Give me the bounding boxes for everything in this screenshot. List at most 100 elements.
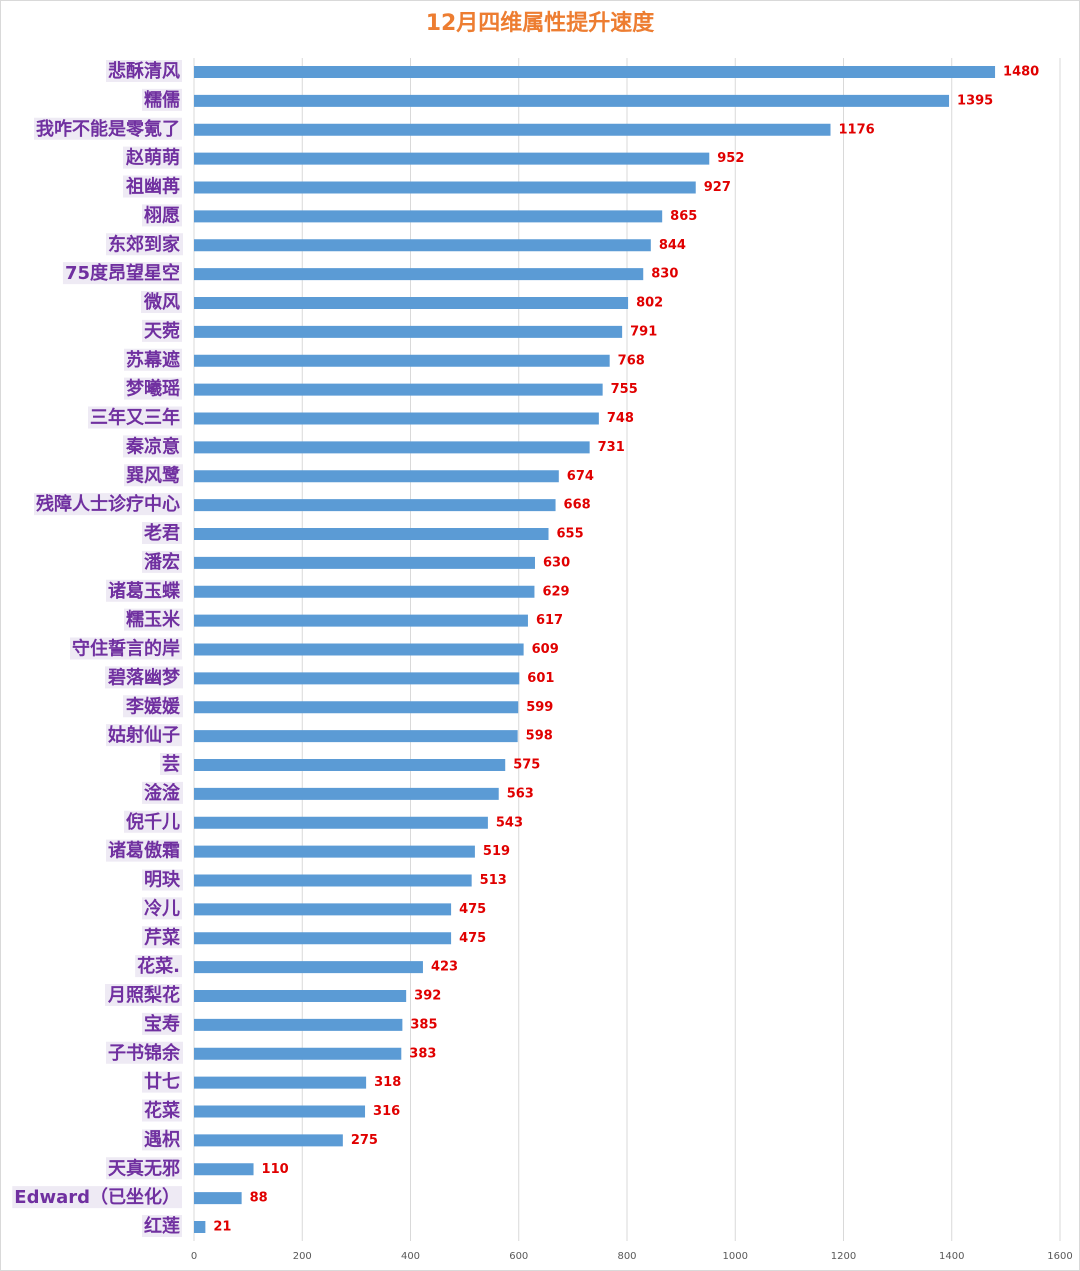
bar xyxy=(194,528,549,540)
value-label: 423 xyxy=(431,960,458,975)
y-tick-label: 微风 xyxy=(143,291,180,313)
label-highlight xyxy=(106,724,182,747)
bar xyxy=(194,1192,242,1205)
bar xyxy=(194,556,535,569)
y-tick-label: 冷儿 xyxy=(144,897,180,919)
y-tick-label: 诸葛玉蝶 xyxy=(108,580,181,602)
label-highlight xyxy=(142,88,182,111)
chart-title: 12月四维属性提升速度 xyxy=(426,10,656,36)
label-highlight xyxy=(105,984,182,1006)
value-label: 630 xyxy=(543,555,570,570)
label-highlight xyxy=(62,262,182,285)
y-tick-label: 天菀 xyxy=(144,320,180,342)
label-highlight xyxy=(123,435,182,458)
value-label: 88 xyxy=(250,1191,268,1206)
bar xyxy=(194,787,499,800)
bar xyxy=(194,961,423,974)
bar xyxy=(194,701,519,714)
value-label: 768 xyxy=(618,353,645,368)
y-tick-label: 明玦 xyxy=(144,870,181,891)
y-tick-label: 廿七 xyxy=(144,1072,180,1093)
bar xyxy=(194,1018,403,1031)
value-label: 609 xyxy=(532,642,559,657)
bar xyxy=(194,1076,367,1089)
value-label: 927 xyxy=(704,180,731,195)
y-tick-label: 巽风鹭 xyxy=(126,464,181,486)
y-tick-label: 守住誓言的岸 xyxy=(72,638,180,660)
label-highlight xyxy=(106,579,183,602)
value-label: 952 xyxy=(717,151,744,166)
label-highlight xyxy=(12,1186,182,1209)
y-tick-label: 我咋不能是零氪了 xyxy=(36,118,180,140)
label-highlight xyxy=(141,291,182,313)
y-tick-label: 李媛媛 xyxy=(125,695,181,717)
y-tick-label: 三年又三年 xyxy=(90,407,180,429)
label-highlight xyxy=(124,348,182,371)
y-tick-label: 梦曦瑶 xyxy=(126,378,180,400)
bar xyxy=(194,181,696,194)
bar xyxy=(194,903,452,916)
bar xyxy=(194,470,559,483)
bar xyxy=(194,932,452,945)
label-highlight xyxy=(124,608,183,631)
bar xyxy=(194,239,651,252)
y-tick-label: 芹菜 xyxy=(144,926,180,948)
label-highlight xyxy=(142,319,182,342)
bar xyxy=(194,412,599,425)
label-highlight xyxy=(106,1041,183,1064)
label-highlight xyxy=(124,377,182,400)
x-tick-label: 800 xyxy=(617,1251,636,1262)
value-label: 383 xyxy=(409,1046,436,1061)
label-highlight xyxy=(142,926,182,949)
value-label: 1395 xyxy=(957,93,993,108)
value-label: 791 xyxy=(630,324,657,339)
value-label: 802 xyxy=(636,296,663,311)
value-label: 629 xyxy=(542,584,569,599)
label-highlight xyxy=(142,522,182,544)
value-label: 385 xyxy=(410,1017,437,1032)
bar xyxy=(194,816,488,829)
y-tick-label: 子书锦余 xyxy=(108,1042,181,1064)
y-tick-label: 悲酥清风 xyxy=(108,60,180,82)
value-label: 748 xyxy=(607,411,634,426)
y-tick-label: 月照梨花 xyxy=(107,984,180,1006)
value-label: 513 xyxy=(480,873,507,888)
x-tick-label: 0 xyxy=(191,1251,197,1262)
x-tick-label: 1600 xyxy=(1047,1251,1072,1262)
y-tick-label: 祖幽苒 xyxy=(125,176,180,198)
value-label: 598 xyxy=(526,729,553,744)
y-tick-label: 淦淦 xyxy=(144,782,181,804)
x-tick-label: 200 xyxy=(293,1251,312,1262)
value-label: 755 xyxy=(611,382,638,397)
y-tick-label: 苏幕遮 xyxy=(126,349,180,371)
value-label: 865 xyxy=(670,209,697,224)
value-label: 617 xyxy=(536,613,563,628)
y-tick-label: 宝寿 xyxy=(144,1013,180,1035)
label-highlight xyxy=(34,117,182,140)
bar xyxy=(194,210,663,223)
label-highlight xyxy=(135,955,182,978)
bar xyxy=(194,268,644,281)
bar xyxy=(194,325,623,338)
value-label: 110 xyxy=(262,1162,289,1177)
y-tick-label: 诸葛傲霜 xyxy=(108,840,180,862)
value-label: 475 xyxy=(459,902,486,917)
value-label: 668 xyxy=(564,498,591,513)
value-label: 543 xyxy=(496,815,523,830)
value-label: 318 xyxy=(374,1075,401,1090)
bar xyxy=(194,1047,402,1060)
label-highlight xyxy=(123,146,182,169)
bar xyxy=(194,845,475,858)
x-tick-label: 1200 xyxy=(831,1251,856,1262)
label-highlight xyxy=(106,839,182,862)
label-highlight xyxy=(160,753,182,775)
bar xyxy=(194,1105,366,1118)
value-label: 599 xyxy=(526,700,553,715)
value-label: 655 xyxy=(557,527,584,542)
bar xyxy=(194,94,950,107)
label-highlight xyxy=(70,637,182,660)
bar xyxy=(194,1221,206,1233)
y-tick-label: 碧落幽梦 xyxy=(107,666,181,688)
label-highlight xyxy=(142,550,182,573)
label-highlight xyxy=(34,493,182,516)
